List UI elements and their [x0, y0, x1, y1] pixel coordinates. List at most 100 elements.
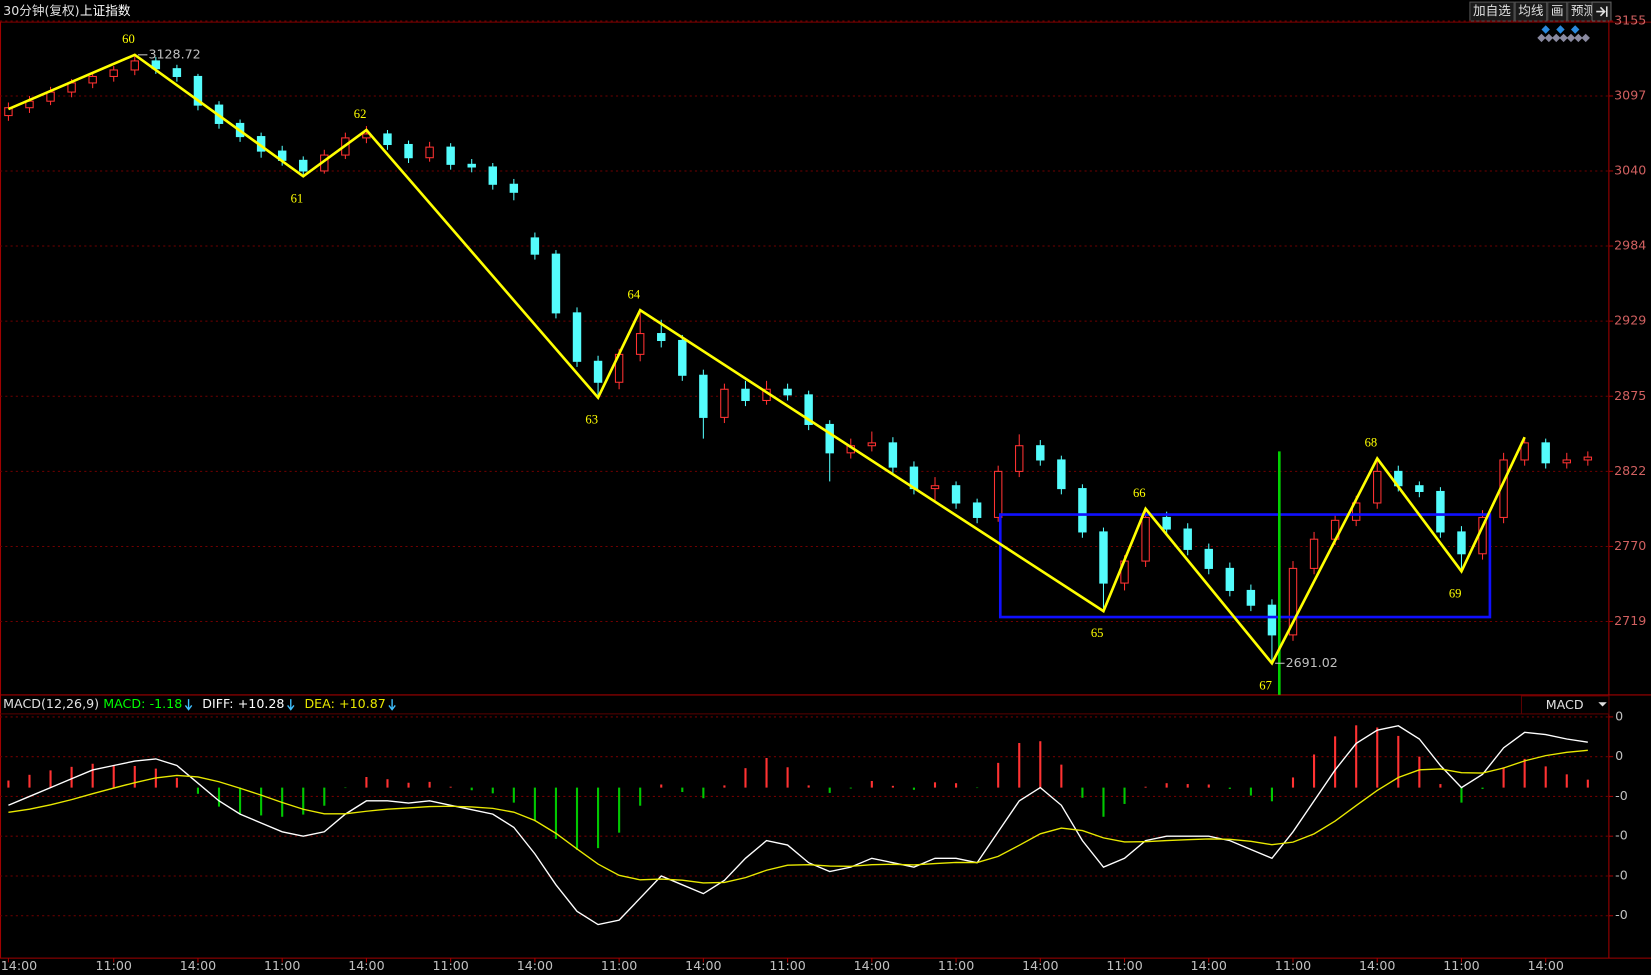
candle-body [130, 60, 139, 71]
candle-body [488, 166, 497, 185]
candle-body [530, 237, 540, 255]
candle-body [972, 502, 982, 518]
candle-body [888, 442, 898, 468]
candle-body [699, 374, 708, 418]
candle-body [1246, 589, 1256, 606]
time-tick-label: 14:00 [180, 958, 216, 973]
wave-label: 68 [1365, 436, 1378, 450]
collapse-button[interactable] [1591, 1, 1612, 22]
macd-tick-label: 0 [1615, 708, 1623, 723]
time-tick-label: 14:00 [348, 958, 384, 973]
wave-label: 63 [585, 413, 598, 427]
menu-caret [1598, 702, 1607, 707]
candle-body [551, 253, 561, 314]
time-tick-label: 14:00 [1359, 958, 1395, 973]
button-box[interactable] [1547, 1, 1568, 22]
toolbar-button[interactable]: 加自选 [1469, 1, 1515, 22]
button-label[interactable]: 预测 [1571, 3, 1596, 18]
time-tick-label: 14:00 [517, 958, 553, 973]
price-tick-label: 2929 [1614, 313, 1646, 328]
wave-label: 66 [1133, 486, 1146, 500]
time-tick-label: 11:00 [264, 958, 300, 973]
candle-body [1373, 470, 1382, 504]
legend-name: DIFF: [202, 696, 233, 711]
candle-body [720, 388, 729, 418]
button-box[interactable] [1514, 1, 1548, 22]
candle-body [299, 159, 308, 172]
candle-body [1541, 442, 1550, 464]
time-tick-label: 11:00 [601, 958, 637, 973]
legend-value: +10.87 [339, 696, 386, 711]
candle-body [1141, 516, 1150, 562]
candle-body [1204, 548, 1213, 569]
candle-body [1099, 531, 1108, 584]
time-tick-label: 14:00 [854, 958, 890, 973]
macd-line [8, 749, 1588, 884]
candle-body [193, 75, 203, 106]
wave-label: 69 [1449, 586, 1462, 600]
candle-body [404, 143, 413, 159]
wave-label: 60 [122, 32, 135, 46]
candle-body [383, 133, 392, 146]
price-tick-label: 2875 [1614, 388, 1646, 403]
candle-body [678, 339, 687, 376]
candle-body [741, 388, 750, 402]
legend-name: MACD: [103, 696, 145, 711]
candle-body [1562, 459, 1571, 464]
menu-label[interactable]: MACD [1546, 697, 1584, 712]
button-label[interactable]: 均线 [1518, 3, 1544, 18]
time-tick-label: 14:00 [1022, 958, 1058, 973]
price-tick-label: 2984 [1614, 238, 1646, 253]
candle-body [1036, 445, 1045, 461]
candle-body [1015, 445, 1024, 472]
candle-body [446, 146, 455, 165]
toolbar-button[interactable]: 画 [1547, 1, 1568, 22]
time-tick-label: 11:00 [769, 958, 805, 973]
candle-body [867, 442, 877, 447]
price-tick-label: 2770 [1614, 538, 1646, 553]
candle-body [509, 183, 519, 193]
candle-body [657, 333, 666, 342]
macd-line [8, 725, 1588, 926]
macd-tick-label: -0 [1615, 828, 1628, 843]
diamond-row [1537, 25, 1590, 43]
toolbar-button[interactable]: 均线 [1514, 1, 1548, 22]
price-tick-label: 3097 [1614, 87, 1646, 102]
diamonds-bottom [1537, 33, 1590, 43]
legend-value: -1.18 [150, 696, 183, 711]
button-label[interactable]: 加自选 [1473, 3, 1511, 18]
candle-body [1057, 459, 1066, 490]
candle-body [1457, 531, 1466, 555]
macd-tick-label: -0 [1615, 788, 1628, 803]
candle-body [1183, 528, 1192, 550]
candle-body [88, 75, 97, 84]
legend-arrow [184, 699, 193, 711]
wave-label: 65 [1091, 626, 1104, 640]
price-tick-label: 3040 [1614, 162, 1646, 177]
indicator-menu[interactable]: MACD [1520, 695, 1610, 715]
time-tick-label: 11:00 [1275, 958, 1311, 973]
menu-box[interactable] [1520, 695, 1610, 715]
time-tick-label: 11:00 [96, 958, 132, 973]
price-tick-label: 2822 [1614, 463, 1646, 478]
candle-body [1415, 485, 1424, 492]
legend-arrow [388, 699, 396, 711]
candle-body [572, 312, 582, 362]
wave-label: 62 [354, 107, 367, 121]
candle-body [804, 394, 813, 425]
price-tag: 2691.02 [1286, 655, 1338, 670]
time-tick-label: 14:00 [1528, 958, 1564, 973]
macd-title: MACD(12,26,9) [3, 696, 99, 711]
candle-body [930, 485, 940, 490]
button-label[interactable]: 画 [1551, 3, 1564, 18]
range-box [998, 513, 1492, 619]
candle-body [993, 470, 1003, 518]
wave-label: 64 [628, 287, 641, 301]
candle-body [1309, 538, 1319, 569]
candle-body [825, 423, 834, 454]
time-tick-label: 11:00 [938, 958, 974, 973]
time-tick-label: 11:00 [1106, 958, 1142, 973]
